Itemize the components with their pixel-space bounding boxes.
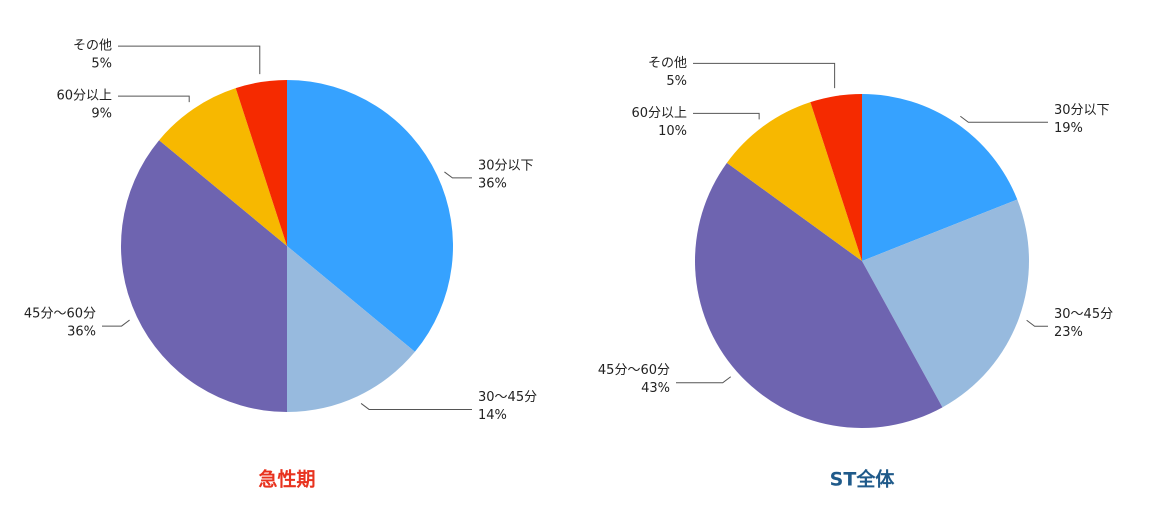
slice-label: 30〜45分 <box>478 390 537 405</box>
value-label: 14% <box>478 408 507 423</box>
slice-label: その他 <box>648 56 687 71</box>
leader-line <box>118 45 261 75</box>
leader-line <box>676 376 732 384</box>
slice-label: その他 <box>73 39 112 54</box>
pie-slice <box>287 246 415 412</box>
slice-label: 60分以上 <box>631 106 687 121</box>
leader-line <box>102 319 130 327</box>
leader-line <box>960 115 1048 123</box>
value-label: 5% <box>666 74 687 89</box>
value-label: 10% <box>658 124 687 139</box>
value-label: 9% <box>91 107 112 122</box>
slice-label: 60分以上 <box>56 89 112 104</box>
pie-slice <box>695 162 943 429</box>
slice-label: 45分〜60分 <box>598 363 670 378</box>
pie-slice <box>726 102 862 262</box>
slice-label: 30分以下 <box>478 158 534 173</box>
leader-line <box>693 62 836 89</box>
leader-line <box>118 95 190 103</box>
slice-label: 30〜45分 <box>1054 307 1113 322</box>
leader-line <box>444 171 472 179</box>
chart-title: 急性期 <box>258 468 315 491</box>
pie-slice <box>120 140 287 412</box>
leader-line <box>693 112 760 120</box>
value-label: 36% <box>67 325 96 340</box>
slice-label: 30分以下 <box>1054 103 1110 118</box>
value-label: 36% <box>478 176 507 191</box>
leader-line <box>360 403 472 410</box>
pie-slice <box>862 94 1018 261</box>
pie-slice <box>862 199 1029 408</box>
value-label: 5% <box>91 57 112 72</box>
slice-label: 45分〜60分 <box>24 307 96 322</box>
value-label: 23% <box>1054 325 1083 340</box>
pie-slice <box>235 80 287 246</box>
value-label: 19% <box>1054 121 1083 136</box>
pie-slice <box>159 88 287 246</box>
chart-title: ST全体 <box>830 468 896 491</box>
pie-slice <box>810 94 862 261</box>
leader-line <box>1026 319 1048 327</box>
pie-slice <box>287 80 453 352</box>
value-label: 43% <box>641 381 670 396</box>
